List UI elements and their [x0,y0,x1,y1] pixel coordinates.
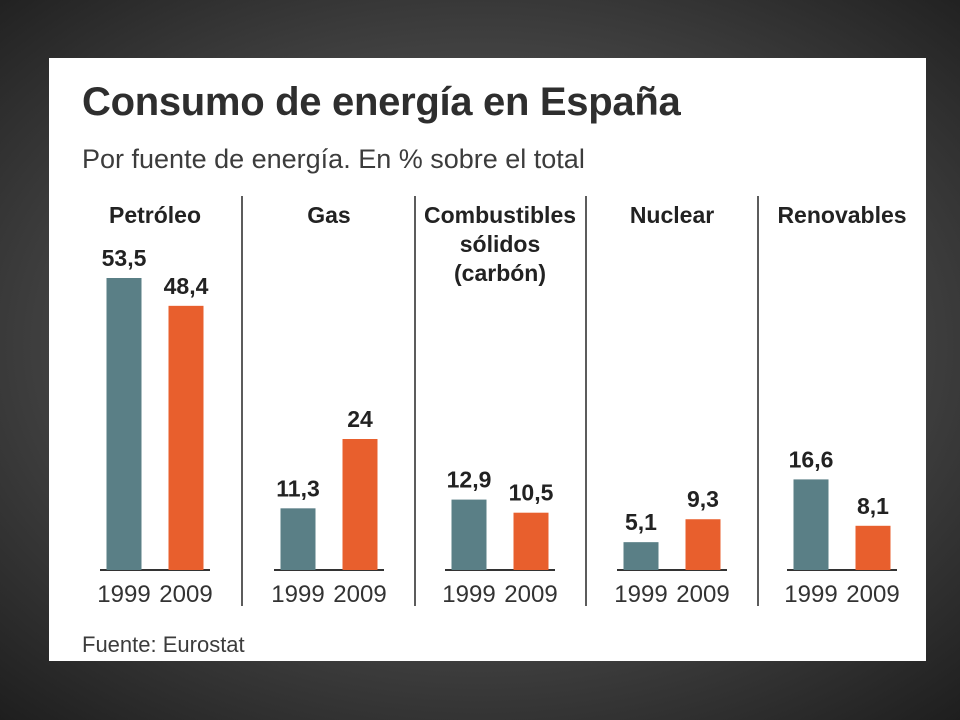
chart-title: Consumo de energía en España [82,80,681,124]
bar-2009 [342,439,378,570]
year-label: 1999 [784,581,837,608]
year-label: 2009 [504,581,557,608]
category-label-line: Gas [307,202,350,228]
category-label-line: (carbón) [454,260,546,286]
source-note: Fuente: Eurostat [82,632,245,657]
year-label: 1999 [442,581,495,608]
data-label: 9,3 [687,486,719,512]
year-label: 2009 [846,581,899,608]
bar-1999 [280,508,316,570]
chart-card: Consumo de energía en España Por fuente … [49,58,926,661]
data-label: 24 [347,406,373,432]
year-label: 1999 [97,581,150,608]
data-label: 10,5 [509,480,554,506]
year-label: 1999 [271,581,324,608]
data-label: 16,6 [789,446,834,472]
bar-2009 [168,305,204,570]
data-label: 8,1 [857,493,889,519]
category-label-line: sólidos [460,231,541,257]
year-label: 2009 [676,581,729,608]
bar-1999 [106,278,142,570]
bar-2009 [855,525,891,570]
category-label: Renovables [777,202,906,228]
category-label: Gas [307,202,350,228]
data-label: 5,1 [625,509,657,535]
year-label: 2009 [333,581,386,608]
category-label: Nuclear [630,202,714,228]
bar-1999 [793,479,829,570]
category-label-line: Petróleo [109,202,201,228]
data-label: 11,3 [276,475,320,501]
data-label: 12,9 [447,467,492,493]
data-label: 48,4 [164,273,209,299]
bar-1999 [623,542,659,570]
category-label-line: Nuclear [630,202,714,228]
year-label: 1999 [614,581,667,608]
year-label: 2009 [159,581,212,608]
bar-2009 [685,519,721,570]
bar-2009 [513,512,549,570]
data-label: 53,5 [102,245,147,271]
chart-subtitle: Por fuente de energía. En % sobre el tot… [82,144,585,174]
category-label: Combustibles sólidos (carbón) [424,202,576,286]
bar-1999 [451,499,487,570]
category-label-line: Renovables [777,202,906,228]
bar-chart: Petróleo 53,5 1999 48,4 2009 Gas 11,3 1999 24 200… [97,196,907,608]
category-label: Petróleo [109,202,201,228]
category-label-line: Combustibles [424,202,576,228]
